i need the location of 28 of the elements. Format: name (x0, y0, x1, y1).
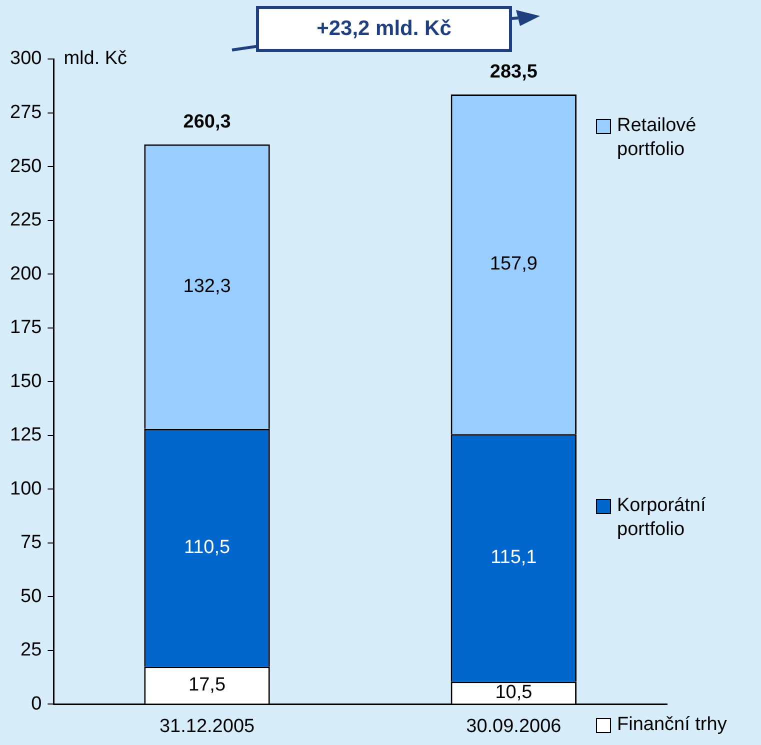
total-label: 283,5 (490, 62, 538, 83)
legend-label: Retailové portfolio (617, 114, 698, 162)
data-label: 110,5 (184, 536, 230, 558)
y-tick-label: 250 (10, 156, 42, 177)
legend-label: Finanční trhy (617, 712, 727, 737)
y-axis-title: mld. Kč (64, 48, 128, 70)
y-tick-label: 150 (10, 370, 42, 392)
y-tick-label: 0 (31, 693, 42, 714)
y-tick-label: 25 (20, 640, 42, 661)
data-label: 17,5 (188, 674, 226, 696)
y-tick-label: 200 (10, 263, 42, 284)
y-tick-label: 75 (20, 532, 42, 554)
data-label: 10,5 (495, 682, 532, 703)
legend-label: Korporátní portfolio (617, 494, 707, 542)
total-label: 260,3 (183, 112, 231, 133)
x-tick-label: 30.09.2006 (466, 716, 562, 737)
data-label: 115,1 (490, 547, 537, 568)
y-tick-label: 225 (10, 210, 42, 231)
y-tick-label: 175 (10, 317, 42, 338)
callout-box: +23,2 mld. Kč (256, 6, 512, 52)
x-tick-label: 31.12.2005 (159, 716, 255, 737)
data-label: 157,9 (490, 254, 538, 275)
y-tick-label: 125 (10, 424, 42, 446)
y-tick-label: 300 (10, 48, 42, 70)
y-tick-label: 100 (10, 478, 42, 500)
y-tick-label: 50 (20, 586, 42, 607)
y-tick-label: 275 (10, 102, 42, 123)
data-label: 132,3 (183, 276, 231, 297)
